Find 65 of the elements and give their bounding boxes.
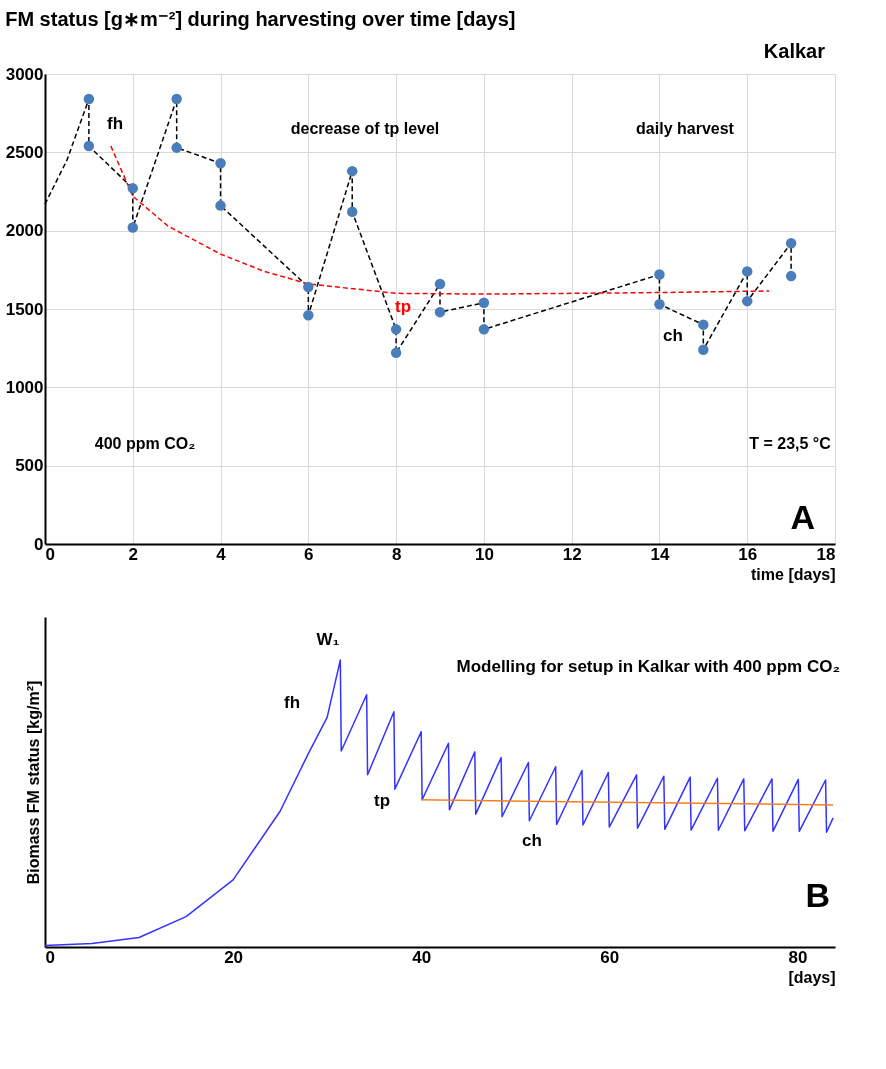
annotation: fh: [283, 693, 301, 712]
point: [785, 237, 797, 249]
x-tick-label: 18: [816, 544, 836, 564]
point: [785, 270, 797, 282]
y-tick-label: 2500: [5, 142, 44, 162]
x-tick-label: 80: [788, 947, 808, 967]
x-axis-title: [days]: [788, 968, 836, 986]
annotation: daily harvest: [636, 120, 735, 137]
annotation: tp: [373, 791, 391, 810]
point: [127, 222, 139, 233]
annotation: decrease of tp level: [290, 120, 440, 137]
x-tick-label: 10: [474, 544, 494, 564]
text: W₁: [316, 630, 340, 649]
annotation: ch: [663, 326, 683, 345]
annotation: B: [805, 876, 830, 914]
annotation: ch: [522, 831, 542, 850]
annotation: A: [790, 498, 815, 536]
y-tick-label: 3000: [5, 64, 44, 84]
point: [171, 93, 182, 105]
point: [346, 165, 358, 177]
point: [741, 295, 753, 307]
x-tick-label: 40: [412, 947, 432, 967]
point: [83, 93, 95, 105]
point: [215, 200, 226, 211]
x-tick-label: 16: [738, 544, 758, 564]
point: [171, 142, 182, 153]
point: [698, 344, 709, 355]
point: [303, 310, 314, 321]
x-tick-label: 8: [391, 544, 402, 564]
x-tick-label: 6: [304, 544, 314, 564]
point: [478, 297, 490, 308]
annotation: 400 ppm CO₂: [94, 435, 196, 452]
point: [83, 140, 95, 152]
point: [303, 281, 314, 293]
x-tick-label: 60: [600, 947, 620, 967]
x-tick-label: 14: [650, 544, 670, 564]
x-tick-label: 12: [562, 544, 582, 564]
chart-title: FM status [g∗m⁻²] during harvesting over time [days]: [5, 8, 516, 30]
point: [346, 206, 358, 218]
point: [215, 158, 226, 169]
annotation: fh: [106, 114, 124, 133]
x-tick-label: 2: [128, 544, 139, 564]
point: [654, 299, 665, 310]
x-axis-title: time [days]: [751, 565, 836, 583]
point: [390, 324, 402, 335]
point: [478, 324, 490, 335]
point: [390, 347, 402, 359]
x-tick-label: 4: [216, 544, 227, 564]
point: [127, 183, 139, 194]
point: [741, 266, 753, 277]
annotation: T = 23,5 °C: [749, 435, 832, 452]
line-series: [110, 145, 770, 295]
y-tick-label: 500: [15, 456, 44, 476]
text: Kalkar: [763, 40, 826, 62]
y-tick-label: 1000: [5, 377, 44, 397]
point: [434, 306, 446, 318]
annotation: Modelling for setup in Kalkar with 400 ppm CO₂: [456, 657, 840, 676]
point: [434, 278, 446, 290]
y-axis-title: Biomass FM status [kg/m²]: [24, 680, 42, 885]
point: [698, 319, 709, 330]
y-tick-label: 1500: [5, 299, 44, 319]
point: [654, 269, 665, 280]
annotation: tp: [394, 297, 412, 316]
y-tick-label: 2000: [5, 221, 44, 241]
x-tick-label: 20: [224, 947, 244, 967]
